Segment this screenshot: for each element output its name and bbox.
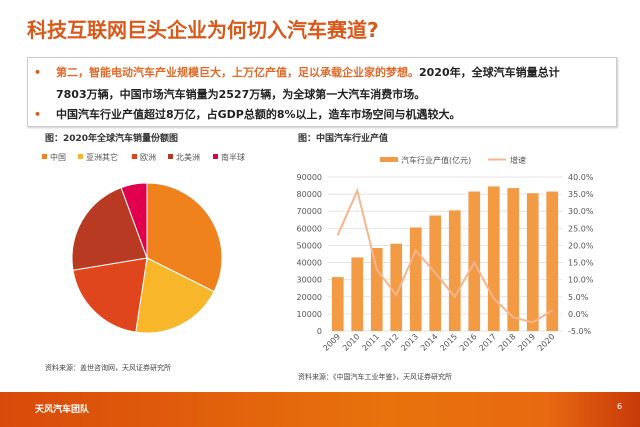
growth-point-2010 bbox=[356, 190, 358, 192]
legend-bar-label: 汽车行业产值(亿元) bbox=[401, 155, 471, 165]
x-tick: 2009 bbox=[321, 332, 342, 353]
y-right-tick: 5.0% bbox=[568, 293, 589, 302]
y-right-tick: 25.0% bbox=[568, 224, 594, 233]
pie-legend-swatch bbox=[168, 154, 173, 159]
x-tick: 2010 bbox=[341, 332, 362, 353]
y-left-tick: 50000 bbox=[297, 241, 322, 250]
combo-chart: 90000 40.0% 80000 35.0% 70000 30.0% 60000 25.0%… bbox=[297, 155, 594, 353]
growth-line bbox=[336, 187, 553, 324]
x-tick: 2015 bbox=[438, 332, 459, 353]
pie-source: 资料来源：盖世咨询网，天风证券研究所 bbox=[45, 364, 171, 372]
bar-2015 bbox=[448, 210, 461, 331]
growth-point-2017 bbox=[493, 297, 495, 299]
bar-2018 bbox=[507, 188, 520, 331]
x-tick: 2012 bbox=[380, 332, 401, 353]
pie-legend-label: 中国 bbox=[50, 152, 66, 162]
x-tick: 2020 bbox=[536, 332, 557, 353]
pie-title: 图：2020年全球汽车销量份额图 bbox=[45, 134, 179, 144]
legend-line-label: 增速 bbox=[510, 155, 526, 165]
pie-legend-label: 欧洲 bbox=[140, 152, 156, 162]
y-right-tick: 40.0% bbox=[568, 173, 594, 182]
y-right-tick: -5.0% bbox=[568, 327, 592, 336]
bar-2012 bbox=[390, 243, 403, 331]
x-tick: 2014 bbox=[419, 332, 440, 353]
growth-point-2014 bbox=[434, 272, 436, 274]
pie-legend-swatch bbox=[42, 154, 47, 159]
pie-legend-label: 南半球 bbox=[221, 152, 245, 162]
x-tick: 2016 bbox=[458, 332, 479, 353]
y-left-tick: 30000 bbox=[297, 276, 322, 285]
growth-point-2015 bbox=[454, 296, 456, 298]
bar-2019 bbox=[526, 193, 539, 331]
y-right-tick: 10.0% bbox=[568, 276, 594, 285]
x-tick: 2011 bbox=[360, 332, 381, 353]
x-tick: 2013 bbox=[399, 332, 420, 353]
pie-legend-swatch bbox=[132, 154, 137, 159]
y-left-tick: 20000 bbox=[297, 293, 322, 302]
x-tick: 2017 bbox=[477, 332, 498, 353]
pie-legend-swatch bbox=[213, 154, 218, 159]
y-left-tick: 60000 bbox=[297, 224, 322, 233]
y-left-tick: 70000 bbox=[297, 207, 322, 216]
pie-legend-label: 北美洲 bbox=[176, 152, 200, 162]
y-right-tick: 35.0% bbox=[568, 190, 594, 199]
bullet-dot: • bbox=[34, 108, 42, 121]
growth-point-2009 bbox=[337, 234, 339, 236]
footer-team: 天风汽车团队 bbox=[35, 405, 90, 415]
bullet-1-line2: 7803万辆，中国市场汽车销量为2527万辆，为全球第一大汽车消费市场。 bbox=[56, 88, 426, 101]
bullet-box: • 第二，智能电动汽车产业规模巨大，上万亿产值，足以承载企业家的梦想。2020年… bbox=[27, 57, 617, 127]
bar-2011 bbox=[370, 248, 383, 331]
y-right-tick: 0.0% bbox=[568, 310, 589, 319]
bullet-1-rest: 2020年，全球汽车销量总计 bbox=[419, 66, 560, 79]
pie-legend-swatch bbox=[78, 154, 83, 159]
y-left-tick: 90000 bbox=[297, 173, 322, 182]
growth-point-2018 bbox=[512, 316, 514, 318]
bar-2010 bbox=[351, 257, 364, 331]
y-left-tick: 10000 bbox=[297, 310, 322, 319]
pie-slice-欧洲 bbox=[72, 257, 148, 333]
bar-2009 bbox=[331, 277, 344, 331]
pie-slice-亚洲其它 bbox=[135, 257, 215, 334]
pie-slice-南半球 bbox=[120, 182, 148, 259]
growth-point-2016 bbox=[473, 262, 475, 264]
y-right-tick: 15.0% bbox=[568, 259, 594, 268]
bar-2013 bbox=[409, 227, 422, 331]
pie-chart: 中国 亚洲其它 欧洲 北美洲 南半球 bbox=[42, 152, 245, 334]
y-left-tick: 0 bbox=[317, 327, 322, 336]
growth-point-2019 bbox=[532, 321, 534, 323]
pie-slice-中国 bbox=[146, 182, 223, 293]
legend-bar-swatch bbox=[380, 157, 398, 162]
combo-source: 资料来源：《中国汽车工业年鉴》，天风证券研究所 bbox=[298, 373, 452, 381]
y-left-tick: 40000 bbox=[297, 259, 322, 268]
slide-title: 科技互联网巨头企业为何切入汽车赛道? bbox=[27, 18, 379, 42]
page-number: 6 bbox=[617, 402, 623, 411]
footer-bar bbox=[0, 392, 640, 427]
y-left-tick: 80000 bbox=[297, 190, 322, 199]
growth-point-2013 bbox=[415, 250, 417, 252]
x-tick: 2018 bbox=[497, 332, 518, 353]
y-right-tick: 30.0% bbox=[568, 207, 594, 216]
growth-point-2011 bbox=[376, 268, 378, 270]
x-tick: 2019 bbox=[516, 332, 537, 353]
growth-point-2012 bbox=[395, 294, 397, 296]
bar-2020 bbox=[546, 191, 559, 331]
combo-title: 图：中国汽车行业产值 bbox=[298, 134, 389, 144]
bullet-1: • 第二，智能电动汽车产业规模巨大，上万亿产值，足以承载企业家的梦想。2020年… bbox=[34, 62, 614, 106]
bullet-1-highlight: 第二，智能电动汽车产业规模巨大，上万亿产值，足以承载企业家的梦想。 bbox=[56, 66, 419, 79]
pie-legend-label: 亚洲其它 bbox=[86, 152, 118, 162]
bullet-dot: • bbox=[34, 66, 42, 79]
bar-2017 bbox=[487, 186, 500, 331]
bullet-2-text: 中国汽车行业产值超过8万亿，占GDP总额的8%以上，造车市场空间与机遇较大。 bbox=[56, 108, 461, 121]
growth-point-2020 bbox=[551, 309, 553, 311]
y-right-tick: 20.0% bbox=[568, 241, 594, 250]
